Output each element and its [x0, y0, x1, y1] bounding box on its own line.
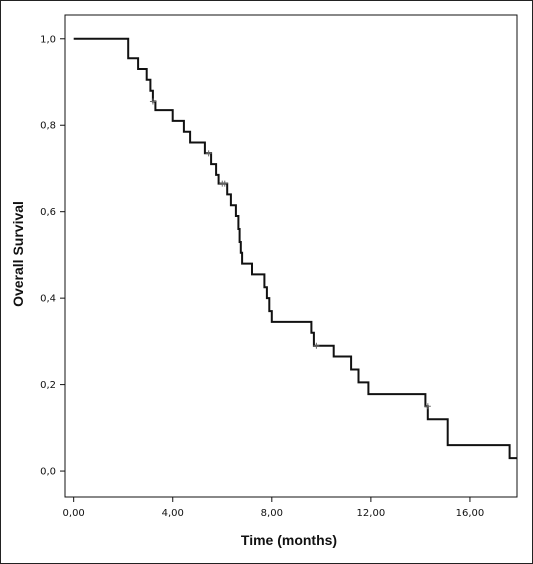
x-tick-label: 8,00: [261, 508, 283, 519]
x-axis-label: Time (months): [241, 532, 337, 548]
censor-mark: [424, 403, 431, 410]
y-tick-label: 0,4: [40, 294, 56, 305]
censor-mark: [149, 98, 156, 105]
y-tick-label: 0,0: [40, 467, 56, 478]
y-axis-label: Overall Survival: [10, 201, 26, 307]
x-tick-label: 16,00: [456, 508, 485, 519]
y-tick-label: 1,0: [40, 34, 56, 45]
x-tick-label: 4,00: [162, 508, 184, 519]
survival-curve: [73, 37, 517, 460]
axes: [64, 14, 518, 498]
censor-mark: [205, 150, 212, 157]
ticks: 0,00 4,00 8,00 12,00 16,00 0,0 0,2 0,4 0,6 0,8 1,0: [40, 34, 484, 519]
censor-mark: [221, 180, 228, 187]
y-tick-label: 0,8: [40, 121, 56, 132]
plot-border: [64, 14, 518, 498]
censor-mark: [313, 342, 320, 349]
x-tick-label: 12,00: [357, 508, 386, 519]
x-tick-label: 0,00: [63, 508, 85, 519]
plot-area: [73, 37, 517, 460]
y-tick-label: 0,2: [40, 380, 56, 391]
y-tick-label: 0,6: [40, 207, 56, 218]
